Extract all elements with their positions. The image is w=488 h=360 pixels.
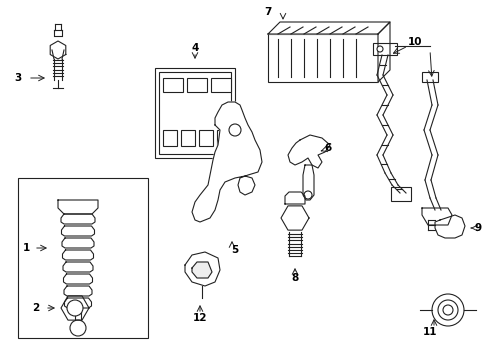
Bar — [421, 72, 437, 82]
Text: 6: 6 — [324, 143, 331, 153]
Text: 10: 10 — [407, 37, 421, 47]
Polygon shape — [58, 200, 98, 214]
Polygon shape — [61, 214, 95, 224]
Bar — [18, 178, 148, 338]
Polygon shape — [434, 215, 464, 238]
Text: 11: 11 — [422, 327, 436, 337]
Circle shape — [228, 124, 241, 136]
Text: 2: 2 — [32, 303, 40, 313]
Text: 7: 7 — [264, 7, 271, 17]
Bar — [199, 130, 213, 146]
Polygon shape — [281, 206, 308, 230]
Text: 1: 1 — [22, 243, 30, 253]
Text: 4: 4 — [191, 43, 198, 53]
Bar — [186, 78, 206, 92]
Polygon shape — [303, 165, 313, 200]
Bar — [210, 78, 230, 92]
Text: 3: 3 — [14, 73, 21, 83]
Polygon shape — [192, 102, 262, 222]
Polygon shape — [62, 238, 94, 248]
Circle shape — [431, 294, 463, 326]
Polygon shape — [64, 298, 91, 308]
Bar — [267, 34, 377, 82]
Polygon shape — [285, 192, 305, 204]
Text: 8: 8 — [291, 273, 298, 283]
Circle shape — [376, 46, 382, 52]
Bar — [163, 130, 177, 146]
Bar — [159, 72, 230, 154]
Polygon shape — [267, 22, 389, 34]
Polygon shape — [192, 262, 212, 278]
Polygon shape — [63, 262, 93, 272]
Polygon shape — [62, 250, 93, 260]
Bar — [163, 78, 183, 92]
Circle shape — [67, 300, 83, 316]
Polygon shape — [63, 274, 92, 284]
Polygon shape — [421, 208, 451, 225]
Circle shape — [304, 191, 311, 199]
Polygon shape — [184, 252, 220, 286]
Text: 12: 12 — [192, 313, 207, 323]
Bar — [155, 68, 235, 158]
Text: 5: 5 — [231, 245, 238, 255]
Bar — [181, 130, 195, 146]
Bar — [217, 130, 230, 146]
Circle shape — [70, 320, 86, 336]
Bar — [390, 187, 410, 201]
Polygon shape — [64, 286, 92, 296]
Polygon shape — [287, 135, 329, 168]
Bar — [372, 43, 396, 55]
Polygon shape — [61, 296, 89, 320]
Circle shape — [442, 305, 452, 315]
Polygon shape — [377, 22, 389, 82]
Polygon shape — [61, 226, 94, 236]
Polygon shape — [50, 41, 66, 59]
Circle shape — [437, 300, 457, 320]
Text: 9: 9 — [473, 223, 481, 233]
